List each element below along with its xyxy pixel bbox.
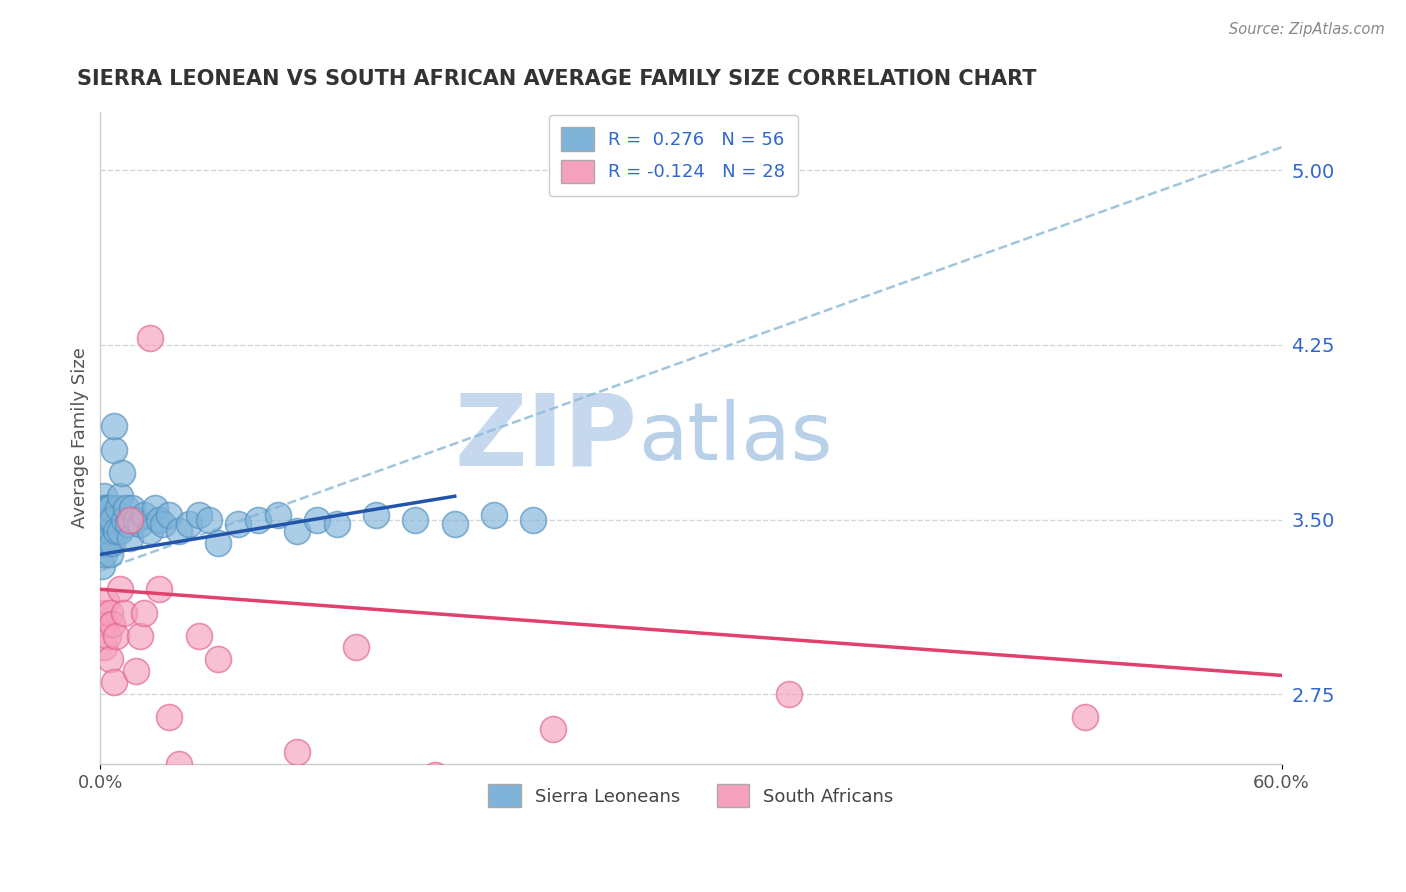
Point: [541, 722, 564, 736]
Point: [103, 419, 125, 434]
Point: [93, 640, 115, 655]
Point: [103, 675, 125, 690]
Point: [423, 768, 446, 782]
Point: [285, 524, 308, 538]
Point: [91, 606, 114, 620]
Point: [98, 652, 121, 666]
Point: [1073, 710, 1095, 724]
Point: [105, 524, 128, 538]
Point: [101, 535, 124, 549]
Point: [152, 517, 174, 532]
Point: [132, 508, 155, 522]
Point: [148, 512, 170, 526]
Point: [207, 652, 229, 666]
Point: [118, 512, 141, 526]
Point: [98, 606, 121, 620]
Point: [111, 466, 134, 480]
Point: [404, 512, 426, 526]
Text: Source: ZipAtlas.com: Source: ZipAtlas.com: [1229, 22, 1385, 37]
Point: [125, 664, 148, 678]
Point: [138, 524, 160, 538]
Point: [103, 442, 125, 457]
Point: [145, 500, 167, 515]
Point: [443, 517, 465, 532]
Point: [98, 512, 121, 526]
Point: [98, 548, 121, 562]
Point: [197, 512, 219, 526]
Point: [305, 512, 328, 526]
Point: [101, 617, 124, 632]
Text: ZIP: ZIP: [456, 390, 638, 486]
Point: [96, 500, 118, 515]
Point: [91, 559, 114, 574]
Point: [90, 524, 112, 538]
Point: [187, 629, 209, 643]
Point: [148, 582, 170, 597]
Point: [93, 548, 115, 562]
Point: [121, 500, 143, 515]
Point: [167, 524, 190, 538]
Point: [246, 512, 269, 526]
Point: [96, 535, 118, 549]
Point: [105, 629, 128, 643]
Point: [167, 756, 190, 771]
Point: [177, 517, 200, 532]
Point: [187, 508, 209, 522]
Point: [118, 531, 141, 545]
Point: [482, 508, 505, 522]
Point: [522, 512, 544, 526]
Point: [112, 512, 135, 526]
Point: [344, 640, 367, 655]
Point: [98, 500, 121, 515]
Point: [96, 594, 118, 608]
Text: SIERRA LEONEAN VS SOUTH AFRICAN AVERAGE FAMILY SIZE CORRELATION CHART: SIERRA LEONEAN VS SOUTH AFRICAN AVERAGE …: [77, 69, 1036, 88]
Point: [132, 606, 155, 620]
Point: [107, 500, 129, 515]
Point: [98, 524, 121, 538]
Point: [96, 512, 118, 526]
Point: [266, 508, 288, 522]
Point: [108, 489, 131, 503]
Point: [125, 512, 148, 526]
Point: [93, 489, 115, 503]
Point: [101, 512, 124, 526]
Point: [96, 524, 118, 538]
Point: [97, 629, 120, 643]
Point: [97, 512, 120, 526]
Point: [207, 535, 229, 549]
Point: [93, 617, 115, 632]
Point: [364, 508, 387, 522]
Point: [93, 535, 115, 549]
Point: [138, 331, 160, 345]
Point: [226, 517, 249, 532]
Legend: Sierra Leoneans, South Africans: Sierra Leoneans, South Africans: [475, 772, 907, 820]
Text: atlas: atlas: [638, 399, 832, 477]
Point: [91, 500, 114, 515]
Point: [108, 582, 131, 597]
Point: [108, 524, 131, 538]
Point: [128, 629, 150, 643]
Point: [117, 517, 139, 532]
Point: [97, 500, 120, 515]
Point: [778, 687, 800, 701]
Point: [115, 500, 138, 515]
Point: [112, 606, 135, 620]
Point: [91, 512, 114, 526]
Point: [97, 535, 120, 549]
Point: [325, 517, 347, 532]
Point: [157, 508, 180, 522]
Y-axis label: Average Family Size: Average Family Size: [72, 348, 89, 528]
Point: [157, 710, 180, 724]
Point: [128, 517, 150, 532]
Point: [285, 745, 308, 759]
